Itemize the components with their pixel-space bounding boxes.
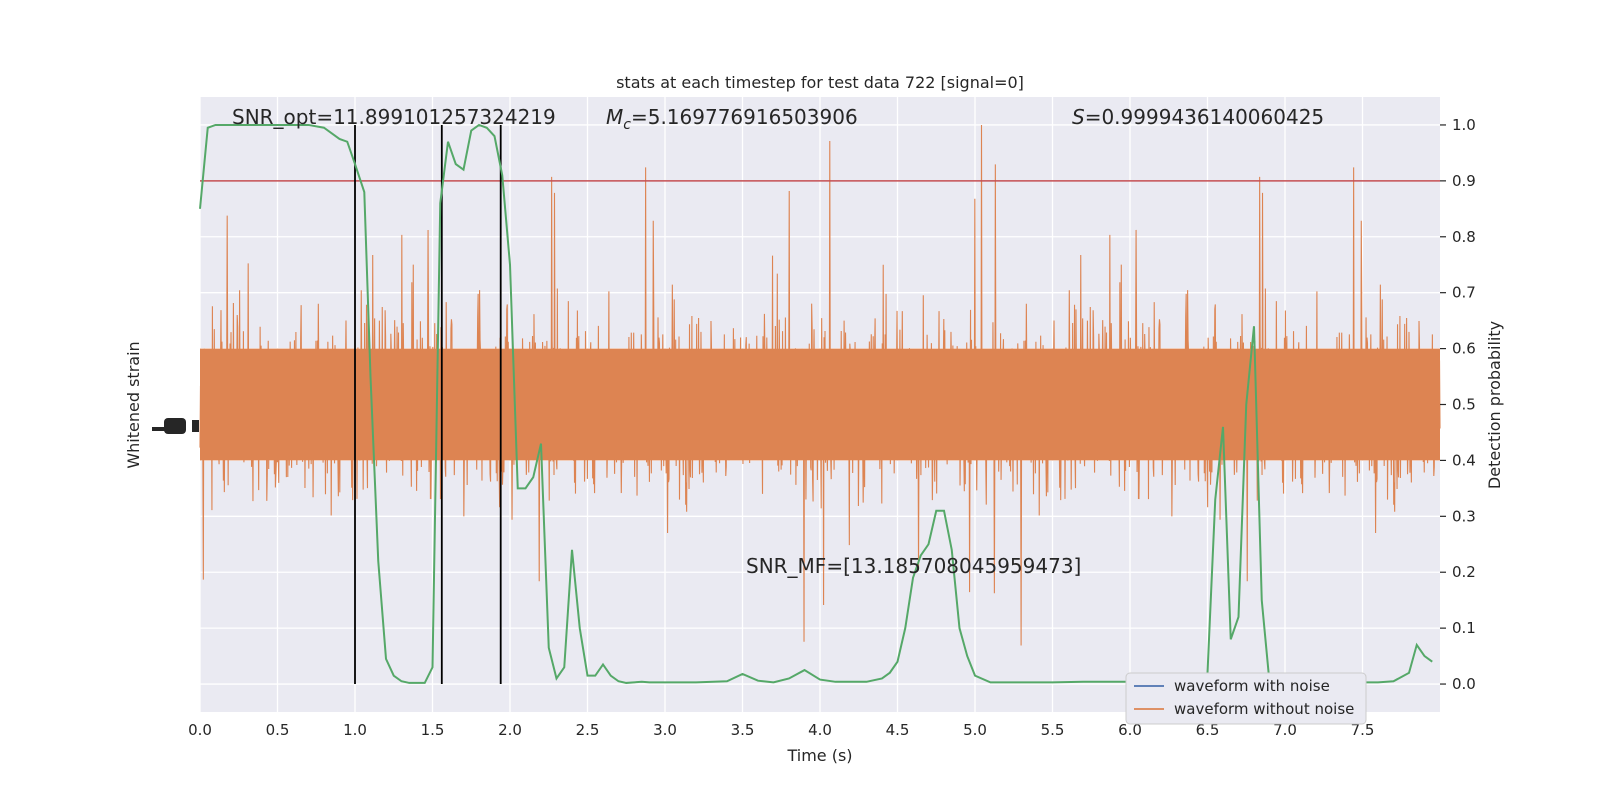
y-left-axis-ticks <box>152 418 199 434</box>
legend: waveform with noise waveform without noi… <box>1125 672 1367 725</box>
y-tick-label: 0.0 <box>1452 675 1476 693</box>
x-tick-label: 4.5 <box>886 721 910 739</box>
x-tick-label: 5.0 <box>963 721 987 739</box>
y-right-axis-ticks: 0.0 0.1 0.2 0.3 0.4 0.5 0.6 0.7 0.8 0.9 1.0 <box>1440 116 1476 693</box>
x-tick-label: 7.0 <box>1273 721 1297 739</box>
y-tick-label: 0.3 <box>1452 507 1476 525</box>
annotation-snr-mf: SNR_MF=[13.185708045959473] <box>746 554 1081 578</box>
y-right-axis-label: Detection probability <box>1485 321 1504 489</box>
annotation-chirp-mass: Mc=5.169776916503906 <box>606 105 858 133</box>
y-tick-label: 1.0 <box>1452 116 1476 134</box>
x-axis-ticks: 0.0 0.5 1.0 1.5 2.0 2.5 3.0 3.5 4.0 4.5 5.0 5.5 6.0 6… <box>188 721 1374 739</box>
x-tick-label: 0.0 <box>188 721 212 739</box>
annotation-s: S=0.9999436140060425 <box>1072 105 1324 129</box>
legend-label-without-noise: waveform without noise <box>1174 700 1354 718</box>
y-tick-label: 0.6 <box>1452 340 1476 358</box>
x-tick-label: 4.0 <box>808 721 832 739</box>
detection-probability-line <box>199 123 1433 684</box>
y-tick-label: 0.9 <box>1452 172 1476 190</box>
y-tick-label: 0.7 <box>1452 284 1476 302</box>
x-tick-label: 3.0 <box>653 721 677 739</box>
waveform-core-band <box>200 348 1440 461</box>
chart-title: stats at each timestep for test data 722… <box>616 73 1024 92</box>
x-tick-label: 6.5 <box>1196 721 1220 739</box>
legend-box <box>1125 672 1367 725</box>
vertical-markers <box>354 124 502 685</box>
y-tick-label: 0.5 <box>1452 396 1476 414</box>
x-tick-label: 0.5 <box>266 721 290 739</box>
x-axis-label: Time (s) <box>786 746 852 765</box>
series-detection-probability <box>199 123 1433 684</box>
x-tick-label: 2.5 <box>576 721 600 739</box>
x-tick-label: 7.5 <box>1351 721 1375 739</box>
x-tick-label: 6.0 <box>1118 721 1142 739</box>
series-waveform-without-noise <box>199 124 1441 646</box>
y-tick-label: 0.8 <box>1452 228 1476 246</box>
annotation-snr-opt: SNR_opt=11.899101257324219 <box>232 105 556 129</box>
x-tick-label: 5.5 <box>1041 721 1065 739</box>
x-tick-label: 1.0 <box>343 721 367 739</box>
legend-label-with-noise: waveform with noise <box>1174 677 1330 695</box>
y-tick-label: 0.1 <box>1452 619 1476 637</box>
x-tick-label: 2.0 <box>498 721 522 739</box>
x-tick-label: 1.5 <box>421 721 445 739</box>
y-left-axis-label: Whitened strain <box>124 341 143 468</box>
y-tick-label: 0.4 <box>1452 451 1476 469</box>
y-tick-label: 0.2 <box>1452 563 1476 581</box>
x-tick-label: 3.5 <box>731 721 755 739</box>
